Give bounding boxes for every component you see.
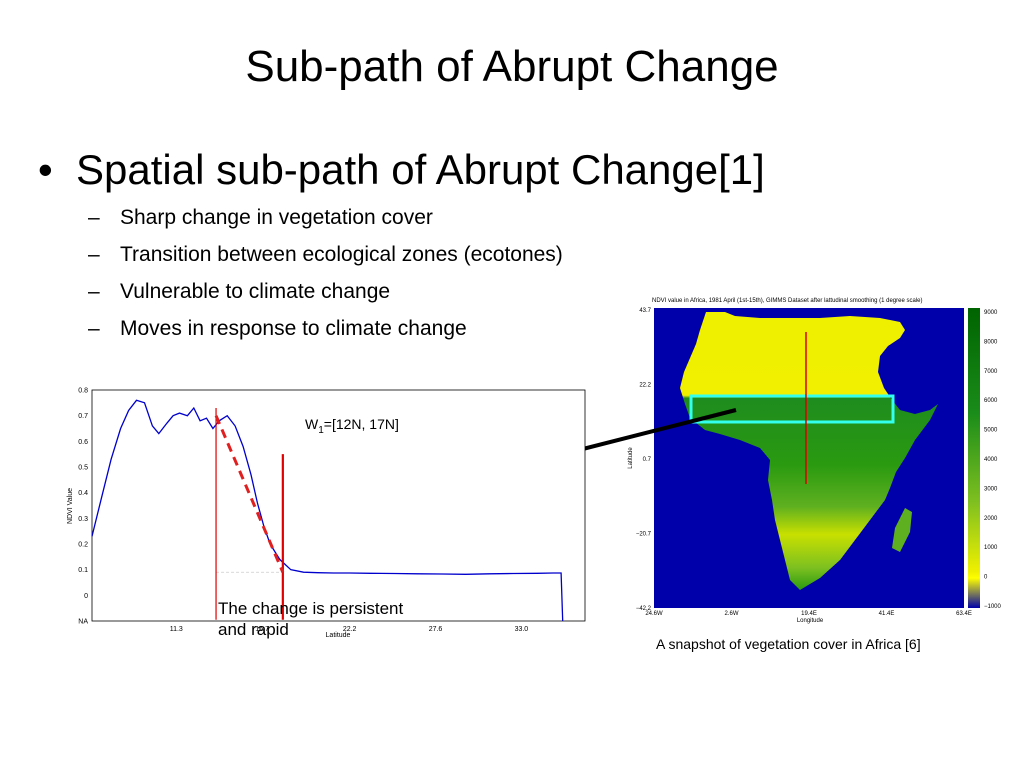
window-label: W1=[12N, 17N] bbox=[305, 416, 399, 436]
map-x-ticks: 24.6W 2.6W 19.4E 41.4E 63.4E bbox=[645, 611, 972, 617]
y-tick-label: 0 bbox=[84, 593, 88, 600]
colorbar-tick-label: 8000 bbox=[984, 339, 998, 345]
map-xlabel: Longitude bbox=[797, 618, 824, 624]
y-ticks: 0.8 0.7 0.6 0.5 0.4 0.3 0.2 0.1 0 NA bbox=[78, 388, 88, 626]
y-tick-label: 0.8 bbox=[78, 388, 88, 395]
map-x-tick-label: 63.4E bbox=[956, 611, 972, 617]
map-x-tick-label: 19.4E bbox=[801, 611, 817, 617]
y-tick-label: 0.4 bbox=[78, 490, 88, 497]
colorbar-tick-label: 6000 bbox=[984, 398, 998, 404]
bullet-dot: • bbox=[38, 146, 53, 193]
trend-dashed-line bbox=[214, 415, 285, 573]
x-tick-label: 33.0 bbox=[515, 626, 529, 633]
y-tick-label: 0.2 bbox=[78, 542, 88, 549]
colorbar-tick-label: 5000 bbox=[984, 428, 998, 434]
colorbar-tick-label: −1000 bbox=[984, 604, 1002, 610]
ndvi-line-chart: 0.8 0.7 0.6 0.5 0.4 0.3 0.2 0.1 0 NA 11.3 16.7 22.2… bbox=[67, 388, 586, 639]
map-y-tick-label: 43.7 bbox=[639, 308, 651, 314]
ndvi-series-line bbox=[91, 399, 564, 622]
y-tick-label: 0.6 bbox=[78, 439, 88, 446]
colorbar-tick-label: 4000 bbox=[984, 457, 998, 463]
latitude-window-box bbox=[689, 394, 895, 424]
x-tick-label: 16.7 bbox=[255, 626, 269, 633]
sub-bullet-text: Sharp change in vegetation cover bbox=[120, 206, 433, 229]
sub-bullet-text: Vulnerable to climate change bbox=[120, 280, 391, 303]
ndvi-map: NDVI value in Africa, 1981 April (1st-15… bbox=[628, 298, 1002, 624]
colorbar bbox=[968, 308, 980, 608]
map-caption: A snapshot of vegetation cover in Africa… bbox=[656, 636, 921, 652]
sub-bullet-list: – Sharp change in vegetation cover – Trans… bbox=[88, 206, 563, 354]
x-tick-label: 11.3 bbox=[170, 626, 183, 633]
y-tick-label: 0.7 bbox=[78, 413, 88, 420]
main-bullet: • Spatial sub-path of Abrupt Change[1] bbox=[38, 146, 765, 194]
map-title: NDVI value in Africa, 1981 April (1st-15… bbox=[652, 298, 922, 304]
main-bullet-text: Spatial sub-path of Abrupt Change[1] bbox=[76, 146, 765, 193]
map-x-tick-label: 24.6W bbox=[645, 611, 663, 617]
map-y-tick-label: 0.7 bbox=[643, 457, 652, 463]
map-y-tick-label: 22.2 bbox=[639, 383, 651, 389]
colorbar-tick-label: 2000 bbox=[984, 516, 998, 522]
sub-bullet: – Moves in response to climate change bbox=[88, 317, 467, 340]
sub-bullet: – Vulnerable to climate change bbox=[88, 280, 391, 303]
map-x-tick-label: 41.4E bbox=[879, 611, 895, 617]
chart-xlabel: Latitude bbox=[326, 632, 351, 639]
chart-ylabel: NDVI Value bbox=[67, 488, 74, 524]
x-tick-label: 22.2 bbox=[343, 626, 357, 633]
x-tick-label: 27.6 bbox=[429, 626, 443, 633]
y-tick-label: NA bbox=[78, 619, 88, 626]
map-y-ticks: 43.7 22.2 0.7 −20.7 −42.2 bbox=[636, 308, 652, 612]
colorbar-tick-label: 0 bbox=[984, 575, 988, 581]
madagascar bbox=[892, 508, 912, 552]
sub-bullet: – Sharp change in vegetation cover bbox=[88, 206, 433, 229]
colorbar-ticks: 9000 8000 7000 6000 5000 4000 3000 2000 1000 0 −10… bbox=[984, 310, 1002, 610]
map-x-tick-label: 2.6W bbox=[724, 611, 738, 617]
map-ylabel: Latitude bbox=[628, 447, 634, 469]
africa-landmass bbox=[680, 312, 938, 590]
y-tick-label: 0.1 bbox=[78, 567, 88, 574]
y-tick-label: 0.5 bbox=[78, 465, 88, 472]
x-ticks: 11.3 16.7 22.2 27.6 33.0 bbox=[170, 626, 529, 633]
change-annotation: The change is persistent and rapid bbox=[218, 599, 404, 639]
y-tick-label: 0.3 bbox=[78, 516, 88, 523]
map-y-tick-label: −42.2 bbox=[636, 606, 652, 612]
plot-area bbox=[91, 389, 586, 622]
colorbar-tick-label: 1000 bbox=[984, 545, 998, 551]
slide-title: Sub-path of Abrupt Change bbox=[245, 42, 779, 91]
colorbar-tick-label: 3000 bbox=[984, 486, 998, 492]
sub-bullet-text: Moves in response to climate change bbox=[120, 317, 467, 340]
map-y-tick-label: −20.7 bbox=[636, 532, 652, 538]
colorbar-tick-label: 9000 bbox=[984, 310, 998, 316]
sub-bullet-text: Transition between ecological zones (eco… bbox=[120, 243, 563, 266]
colorbar-tick-label: 7000 bbox=[984, 369, 998, 375]
sub-bullet: – Transition between ecological zones (ec… bbox=[88, 243, 563, 266]
